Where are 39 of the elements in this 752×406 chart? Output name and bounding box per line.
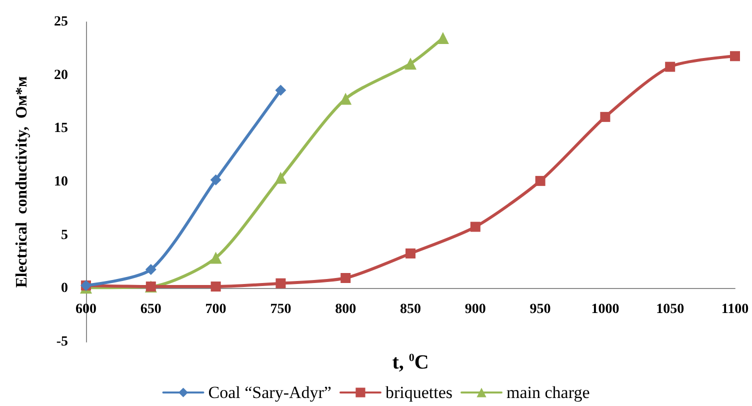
x-tick-label: 650 xyxy=(140,302,162,318)
point xyxy=(600,112,610,122)
x-tick-label: 1000 xyxy=(591,302,620,318)
x-tick-label: 1050 xyxy=(656,302,684,318)
point xyxy=(274,172,287,184)
x-tick-label: 900 xyxy=(464,302,486,318)
x-tick-label: 600 xyxy=(76,302,96,318)
point xyxy=(665,62,676,72)
x-tick-label: 850 xyxy=(400,302,421,318)
point xyxy=(275,84,286,96)
point xyxy=(436,32,449,44)
y-tick-label: 15 xyxy=(54,121,68,136)
legend-label: main charge xyxy=(506,383,590,402)
point xyxy=(210,252,222,264)
point xyxy=(535,176,546,186)
x-tick-label: 700 xyxy=(205,302,226,318)
point xyxy=(340,92,352,105)
y-axis-title: Electrical conductivity, Ом*м xyxy=(14,76,30,288)
point xyxy=(470,222,480,232)
point xyxy=(276,278,286,288)
point xyxy=(340,273,351,283)
point xyxy=(404,58,416,70)
point xyxy=(730,51,740,62)
y-tick-label: 10 xyxy=(54,174,68,190)
y-tick-label: -5 xyxy=(56,334,68,350)
y-tick-label: 5 xyxy=(61,228,68,243)
legend-label: Coal “Sary-Adyr” xyxy=(208,383,332,402)
x-tick-label: 1100 xyxy=(721,302,749,318)
y-tick-label: 25 xyxy=(54,14,68,30)
point xyxy=(210,282,221,292)
point xyxy=(210,174,222,186)
x-tick-label: 950 xyxy=(530,302,551,318)
point xyxy=(406,248,416,258)
y-tick-label: 20 xyxy=(54,68,68,83)
y-tick-label: 0 xyxy=(61,281,68,296)
x-tick-label: 800 xyxy=(335,302,356,318)
point xyxy=(145,264,156,275)
legend-label: briquettes xyxy=(385,383,453,402)
x-tick-label: 750 xyxy=(270,302,292,318)
